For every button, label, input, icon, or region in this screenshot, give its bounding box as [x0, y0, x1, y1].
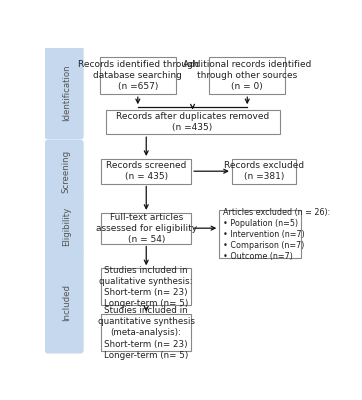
Text: Additional records identified
through other sources
(n = 0): Additional records identified through ot… — [183, 60, 311, 91]
FancyBboxPatch shape — [106, 110, 279, 134]
FancyBboxPatch shape — [45, 197, 84, 256]
Text: Studies included in
qualitative synthesis:
Short-term (n= 23)
Longer-term (n= 5): Studies included in qualitative synthesi… — [100, 266, 193, 308]
Text: Records screened
(n = 435): Records screened (n = 435) — [106, 161, 186, 181]
Text: Articles excluded (n = 26):
• Population (n=5)
• Intervention (n=7)
• Comparison: Articles excluded (n = 26): • Population… — [223, 208, 330, 261]
Text: Screening: Screening — [62, 150, 71, 193]
Text: Studies included in
quantitative synthesis
(meta-analysis):
Short-term (n= 23)
L: Studies included in quantitative synthes… — [98, 306, 195, 360]
FancyBboxPatch shape — [45, 140, 84, 203]
Text: Eligibility: Eligibility — [62, 207, 71, 246]
FancyBboxPatch shape — [101, 213, 191, 244]
FancyBboxPatch shape — [45, 251, 84, 354]
FancyBboxPatch shape — [45, 46, 84, 140]
Text: Records excluded
(n =381): Records excluded (n =381) — [224, 161, 304, 181]
FancyBboxPatch shape — [100, 57, 176, 94]
FancyBboxPatch shape — [101, 159, 191, 184]
FancyBboxPatch shape — [232, 159, 296, 184]
FancyBboxPatch shape — [219, 210, 300, 258]
FancyBboxPatch shape — [101, 268, 191, 305]
FancyBboxPatch shape — [209, 57, 285, 94]
Text: Identification: Identification — [62, 64, 71, 121]
Text: Records identified through
database searching
(n =657): Records identified through database sear… — [77, 60, 198, 91]
Text: Records after duplicates removed
(n =435): Records after duplicates removed (n =435… — [116, 112, 269, 132]
Text: Included: Included — [62, 284, 71, 321]
Text: Full-text articles
assessed for eligibility
(n = 54): Full-text articles assessed for eligibil… — [96, 212, 197, 244]
FancyBboxPatch shape — [101, 314, 191, 351]
